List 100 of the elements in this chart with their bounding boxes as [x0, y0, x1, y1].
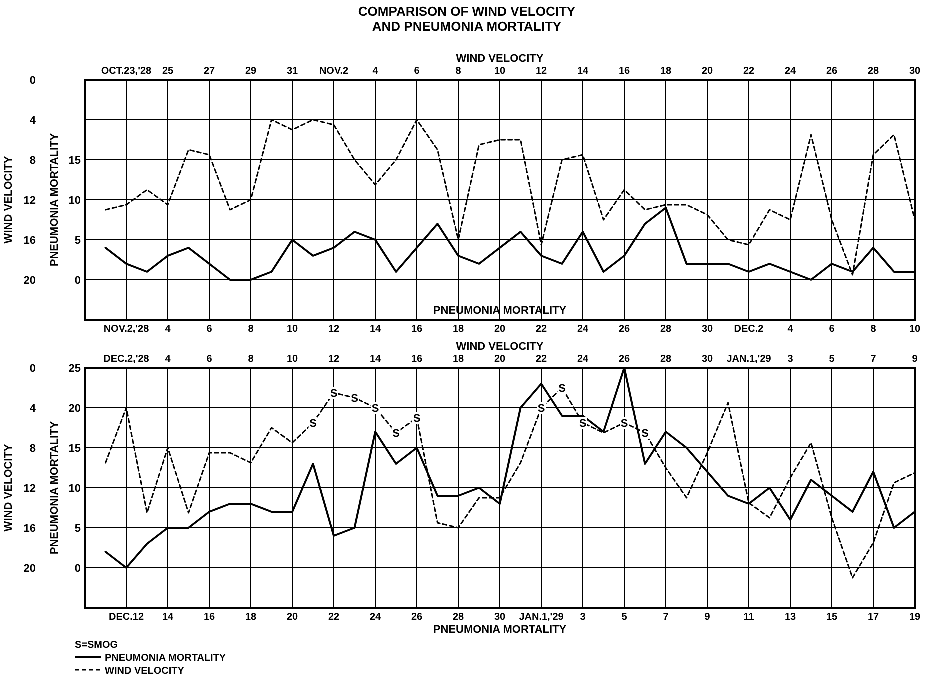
x-tick-label: 22: [743, 66, 755, 77]
y-tick-label: 8: [30, 443, 36, 455]
text: S=SMOG: [75, 640, 118, 651]
y-tick-label: 20: [24, 275, 36, 287]
y-tick-label: 15: [68, 155, 81, 167]
x-tick-label: JAN.1,'29: [726, 354, 772, 365]
x-tick-label: 14: [370, 324, 382, 335]
legend-label: WIND VELOCITY: [105, 666, 185, 677]
x-tick-label: 14: [370, 354, 382, 365]
x-tick-label: 14: [577, 66, 589, 77]
x-tick-label: 6: [206, 324, 213, 335]
y-tick-label: 12: [24, 195, 36, 207]
x-tick-label: 6: [414, 66, 420, 77]
x-tick-label: 22: [536, 324, 548, 335]
x-tick-label: 20: [494, 354, 506, 365]
x-tick-label: 26: [618, 354, 630, 365]
x-tick-label: 7: [663, 612, 670, 623]
x-tick-label: 8: [248, 324, 254, 335]
x-tick-label: 9: [704, 612, 711, 623]
x-axis-title: WIND VELOCITY: [456, 341, 544, 353]
y-tick-label: 10: [68, 483, 81, 495]
x-axis-title: PNEUMONIA MORTALITY: [433, 624, 568, 636]
x-tick-label: JAN.1,'29: [519, 612, 564, 623]
x-tick-label: 3: [788, 354, 794, 365]
y-tick-label: 16: [24, 235, 36, 247]
y-tick-label: 12: [24, 483, 36, 495]
y-tick-label: 20: [68, 403, 81, 415]
x-tick-label: 8: [456, 66, 462, 77]
x-tick-label: NOV.2: [319, 66, 349, 77]
x-tick-label: 14: [162, 612, 174, 623]
x-tick-label: 7: [870, 354, 877, 365]
x-tick-label: DEC.2: [734, 324, 764, 335]
annotation: S: [310, 418, 317, 430]
x-tick-label: 5: [622, 612, 628, 623]
x-tick-label: 29: [245, 66, 257, 77]
x-tick-label: 30: [702, 324, 714, 335]
x-tick-label: 27: [204, 66, 216, 77]
x-tick-label: 12: [328, 354, 340, 365]
x-tick-label: NOV.2,'28: [104, 324, 150, 335]
x-tick-label: OCT.23,'28: [101, 66, 152, 77]
x-tick-label: 20: [702, 66, 714, 77]
y-tick-label: 5: [74, 235, 81, 247]
x-tick-label: 10: [286, 324, 298, 335]
x-tick-label: 4: [788, 324, 794, 335]
y-axis-title: WIND VELOCITY: [3, 444, 15, 532]
x-tick-label: DEC.2,'28: [104, 354, 150, 365]
x-tick-label: 30: [494, 612, 506, 623]
x-tick-label: 26: [618, 324, 630, 335]
y-tick-label: 4: [30, 115, 37, 127]
x-tick-label: 28: [660, 354, 672, 365]
x-tick-label: 24: [784, 66, 796, 77]
x-tick-label: 24: [370, 612, 382, 623]
x-tick-label: 13: [784, 612, 796, 623]
y-tick-label: 8: [30, 155, 36, 167]
y-tick-label: 0: [74, 275, 81, 287]
legend-label: PNEUMONIA MORTALITY: [105, 653, 226, 664]
x-tick-label: 8: [870, 324, 877, 335]
x-tick-label: 24: [577, 324, 589, 335]
y-axis-title: PNEUMONIA MORTALITY: [49, 132, 61, 267]
y-axis-title: PNEUMONIA MORTALITY: [49, 420, 61, 555]
x-tick-label: 28: [660, 324, 672, 335]
x-tick-label: 16: [411, 354, 423, 365]
annotation: S: [330, 388, 338, 400]
x-tick-label: 4: [372, 66, 379, 77]
y-tick-label: 10: [68, 195, 81, 207]
x-tick-label: 12: [536, 66, 548, 77]
x-tick-label: 30: [909, 66, 921, 77]
x-tick-label: 16: [411, 324, 423, 335]
x-tick-label: 6: [829, 324, 836, 335]
y-tick-label: 4: [30, 403, 37, 415]
annotation: S: [579, 418, 587, 430]
y-axis-title: WIND VELOCITY: [3, 156, 15, 244]
x-tick-label: 18: [452, 324, 464, 335]
y-tick-label: 20: [24, 563, 36, 575]
y-tick-label: 25: [68, 363, 81, 375]
annotation: S: [620, 418, 628, 430]
x-tick-label: 19: [909, 612, 921, 623]
x-tick-label: 4: [165, 354, 172, 365]
x-tick-label: 28: [868, 66, 880, 77]
x-tick-label: 28: [452, 612, 464, 623]
y-tick-label: 0: [74, 563, 81, 575]
annotation: S: [372, 403, 380, 415]
annotation: S: [538, 403, 546, 415]
y-tick-label: 0: [30, 363, 36, 375]
x-tick-label: 26: [826, 66, 838, 77]
x-tick-label: 10: [909, 324, 921, 335]
x-tick-label: 26: [411, 612, 423, 623]
x-tick-label: 11: [744, 612, 755, 623]
x-tick-label: 4: [165, 324, 172, 335]
annotation: S: [392, 428, 400, 440]
x-tick-label: 24: [577, 354, 589, 365]
annotation: S: [413, 413, 421, 425]
x-tick-label: 18: [452, 354, 464, 365]
x-tick-label: 10: [494, 66, 506, 77]
x-tick-label: 31: [286, 66, 298, 77]
x-tick-label: 15: [826, 612, 838, 623]
x-tick-label: 16: [204, 612, 216, 623]
x-tick-label: 20: [494, 324, 506, 335]
x-tick-label: 18: [660, 66, 672, 77]
x-tick-label: 3: [580, 612, 586, 623]
